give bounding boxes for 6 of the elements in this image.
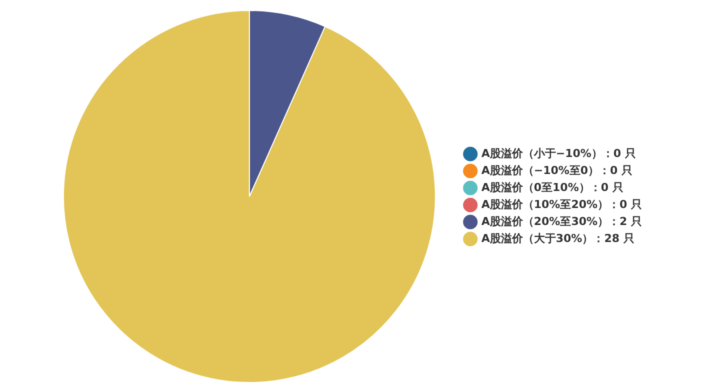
legend-label: A股溢价（20%至30%）：2 只	[481, 214, 642, 228]
legend-label: A股溢价（10%至20%）：0 只	[481, 198, 642, 211]
legend-label: A股溢价（−10%至0）：0 只	[481, 164, 633, 177]
legend-label: A股溢价（大于30%）：28 只	[481, 232, 634, 245]
legend-label: A股溢价（小于−10%）：0 只	[481, 146, 636, 160]
legend-label: A股溢价（0至10%）：0 只	[481, 180, 624, 194]
